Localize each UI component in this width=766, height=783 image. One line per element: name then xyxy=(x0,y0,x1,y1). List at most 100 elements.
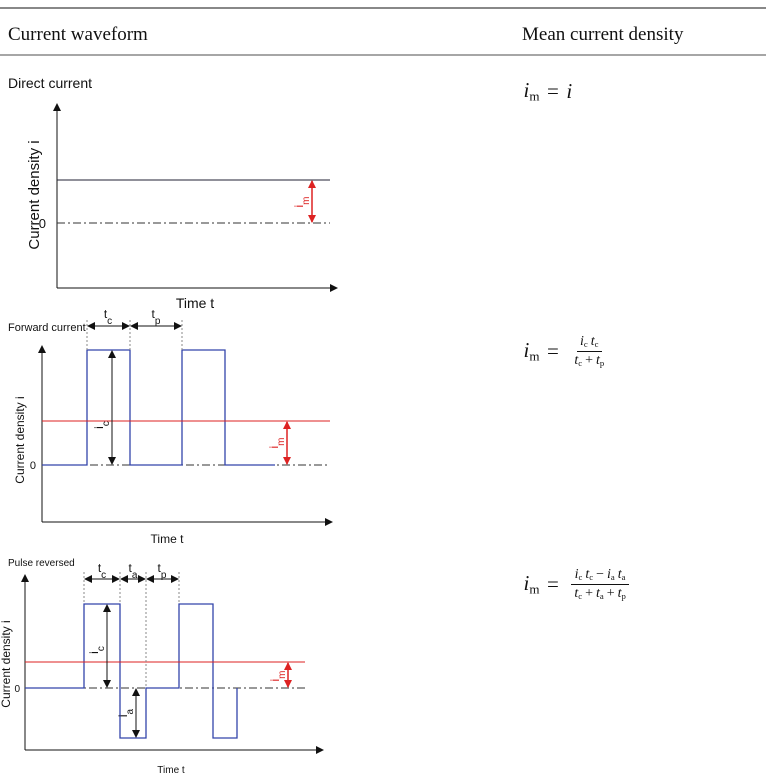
math-base: t xyxy=(574,586,579,601)
dimension-guides xyxy=(86,320,183,350)
math-base: i xyxy=(607,567,611,582)
math-base: t xyxy=(595,353,600,368)
y-axis-label: Current density i xyxy=(26,140,43,249)
annotation: tc xyxy=(98,561,106,581)
math-token: ic xyxy=(580,334,588,349)
math-base: i xyxy=(523,78,530,102)
math-sub: a xyxy=(621,572,626,583)
denominator: tc + ta + tp xyxy=(571,585,630,602)
math-sub: a xyxy=(599,591,604,602)
waveform-label: Direct current xyxy=(8,75,92,91)
math-base: t xyxy=(590,334,595,349)
math-base: + xyxy=(606,586,615,601)
math-token: tp xyxy=(596,353,604,368)
math-base: t xyxy=(617,567,622,582)
math-base: − xyxy=(596,567,605,582)
annotation-sub: a xyxy=(132,570,138,581)
math-token: + xyxy=(585,353,593,368)
math-eq: = xyxy=(546,572,559,596)
annotation: tp xyxy=(152,307,161,327)
math-token: tp xyxy=(618,586,626,601)
math-base: t xyxy=(585,567,590,582)
math-sub: m xyxy=(529,88,540,104)
formula: im = i xyxy=(522,78,574,104)
math-eq: = xyxy=(546,78,559,103)
math-token: ta xyxy=(618,567,626,582)
annotation: ic xyxy=(92,421,112,429)
math-sub: p xyxy=(621,591,626,602)
waveform xyxy=(42,349,275,466)
math-base: i xyxy=(523,338,530,363)
math-token: ta xyxy=(596,586,604,601)
math-token: im xyxy=(524,338,540,364)
math-base: t xyxy=(617,586,622,601)
math-eq: = xyxy=(546,339,559,363)
math-token: ic xyxy=(575,567,583,582)
math-sub: a xyxy=(610,572,615,583)
annotation-base: t xyxy=(158,561,162,575)
math-sub: m xyxy=(529,581,540,597)
math-token: − xyxy=(596,567,604,582)
math-token: tc xyxy=(591,334,599,349)
annotation: tp xyxy=(158,561,167,581)
annotation-sub: p xyxy=(161,570,167,581)
y-axis-label: Current density i xyxy=(13,396,27,483)
y-axis-label: Current density i xyxy=(0,620,13,707)
math-sub: c xyxy=(578,572,583,583)
math-base: t xyxy=(595,586,600,601)
x-axis-label: Time t xyxy=(151,532,185,546)
math-token: im xyxy=(524,78,540,104)
math-token: im xyxy=(524,571,540,597)
annotation: ia xyxy=(116,708,136,717)
waveform-diagram: Forward current 0 Current density i Time… xyxy=(8,307,333,546)
math-token: tc xyxy=(574,353,582,368)
annotation-base: t xyxy=(104,307,108,321)
formula: im = ic tc tc + tp xyxy=(522,334,608,369)
x-axis-label: Time t xyxy=(157,765,185,776)
waveform xyxy=(25,603,238,739)
annotation: im xyxy=(268,670,288,681)
math-sub: c xyxy=(583,339,588,350)
denominator: tc + tp xyxy=(571,352,608,369)
annotation-base: i xyxy=(87,651,101,654)
annotation: ta xyxy=(129,561,138,581)
math-base: i xyxy=(523,571,530,596)
math-token: ia xyxy=(607,567,615,582)
annotation-base: i xyxy=(116,714,130,717)
header-cell: Current waveform xyxy=(8,24,148,45)
math-base: + xyxy=(585,353,593,368)
annotation-sub: a xyxy=(125,708,136,714)
waveform-label: Forward current xyxy=(8,322,86,334)
header-cell: Mean current density xyxy=(522,24,684,45)
math-token: tc xyxy=(585,567,593,582)
annotation-base: t xyxy=(152,307,156,321)
math-base: i xyxy=(580,334,584,349)
zero-label: 0 xyxy=(14,684,20,695)
annotation: tc xyxy=(104,307,112,327)
math-token: + xyxy=(585,586,593,601)
annotation-base: i xyxy=(292,205,306,208)
annotation-sub: m xyxy=(301,196,312,204)
annotation-base: i xyxy=(92,426,106,429)
dimension-guides xyxy=(83,572,180,688)
math-base: + xyxy=(585,586,593,601)
math-sub: c xyxy=(578,591,583,602)
numerator: ic tc − ia ta xyxy=(571,567,630,585)
annotation-sub: c xyxy=(96,646,107,651)
math-base: i xyxy=(574,567,579,582)
math-base: t xyxy=(574,353,579,368)
math-sub: c xyxy=(589,572,594,583)
annotation: ic xyxy=(87,646,107,654)
math-sub: m xyxy=(529,348,540,364)
math-token: + xyxy=(607,586,615,601)
math-sub: c xyxy=(594,339,599,350)
annotation-sub: c xyxy=(107,316,112,327)
math-base: i xyxy=(566,78,573,103)
annotation-sub: m xyxy=(277,670,288,678)
annotation: im xyxy=(267,437,287,448)
annotation-sub: m xyxy=(276,437,287,445)
math-token: i xyxy=(566,79,572,104)
waveform-label: Pulse reversed xyxy=(8,558,75,569)
